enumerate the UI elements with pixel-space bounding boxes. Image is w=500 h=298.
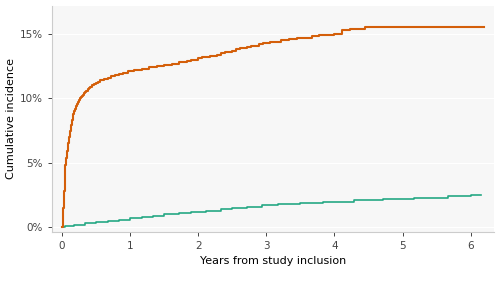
Y-axis label: Cumulative incidence: Cumulative incidence <box>6 58 16 179</box>
X-axis label: Years from study inclusion: Years from study inclusion <box>200 256 346 266</box>
